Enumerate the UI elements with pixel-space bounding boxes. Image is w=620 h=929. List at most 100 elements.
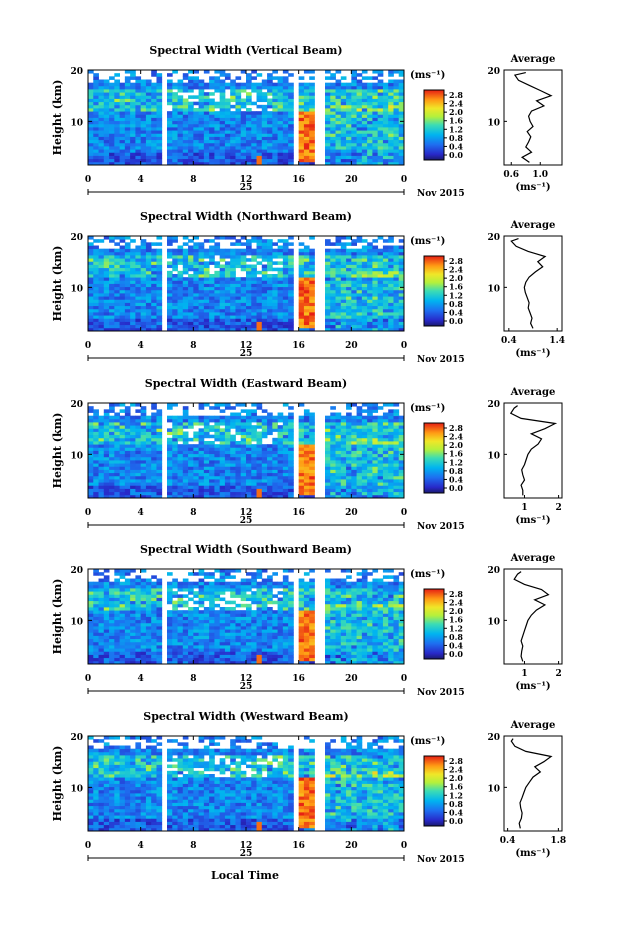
heatmap-cell [135,255,142,259]
heatmap-cell [288,482,294,486]
heatmap-cell [251,267,257,272]
heatmap-cell [351,114,357,118]
heatmap-cell [325,482,331,486]
heatmap-cell [109,450,115,455]
heatmap-cell [98,422,105,426]
heatmap-cell [367,299,373,303]
heatmap-cell [361,95,368,99]
heatmap-cell [272,130,278,134]
heatmap-cell [388,415,394,420]
heatmap-cell [325,85,331,90]
heatmap-cell [240,453,247,458]
heatmap-cell [393,324,400,329]
heatmap-cell [372,409,379,413]
heatmap-cell [156,302,163,307]
heatmap-cell [188,155,194,160]
heatmap-cell [98,425,105,429]
heatmap-cell [114,415,120,420]
heatmap-cell [209,327,215,332]
heatmap-cell [335,277,342,281]
heatmap-cell [214,146,221,150]
heatmap-cell [151,92,157,96]
heatmap-cell [246,460,252,464]
heatmap-cell [98,127,105,131]
heatmap-cell [230,418,236,423]
heatmap-cell [103,494,110,499]
heatmap-cell [88,245,94,250]
heatmap-cell [251,488,257,493]
heatmap-cell [219,453,226,458]
heatmap-cell [361,92,368,96]
heatmap-cell [377,111,384,115]
heatmap-cell [114,603,120,608]
heatmap-cell [351,488,357,493]
heatmap-cell [198,312,205,316]
heatmap-cell [288,315,294,319]
heatmap-cell [393,258,400,262]
heatmap-cell [356,431,363,436]
heatmap-cell [372,450,379,455]
heatmap-cell [330,127,336,131]
heatmap-cell [377,89,384,93]
heatmap-cell [346,95,352,99]
heatmap-cell [272,85,278,90]
heatmap-cell [219,92,226,96]
heatmap-cell [398,136,405,141]
heatmap-cell [124,613,131,617]
heatmap-cell [109,648,115,652]
heatmap-cell [214,456,221,461]
heatmap-cell [382,441,389,445]
heatmap-cell [382,450,389,455]
heatmap-cell [298,89,305,93]
heatmap-cell [298,123,305,128]
heatmap-cell [119,108,126,112]
heatmap-cell [298,267,305,272]
heatmap-cell [398,283,405,288]
heatmap-cell [351,318,357,322]
heatmap-cell [130,270,136,275]
heatmap-cell [167,450,173,455]
heatmap-cell [98,305,105,310]
heatmap-cell [309,158,315,163]
heatmap-cell [172,146,178,150]
heatmap-cell [398,123,405,128]
heatmap-cell [346,485,352,489]
heatmap-cell [177,450,184,455]
heatmap-cell [325,101,331,106]
heatmap-cell [167,293,173,297]
heatmap-cell [114,89,120,93]
heatmap-cell [135,123,142,128]
heatmap-cell [298,270,305,275]
heatmap-cell [98,613,105,617]
heatmap-cell [335,315,342,319]
heatmap-cell [219,274,226,278]
heatmap-cell [151,127,157,131]
heatmap-cell [372,327,379,332]
heatmap-cell [172,321,178,326]
heatmap-cell [398,92,405,96]
heatmap-cell [219,324,226,329]
heatmap-cell [114,629,120,633]
heatmap-cell [135,463,142,467]
heatmap-cell [240,434,247,439]
heatmap-cell [346,296,352,300]
heatmap-cell [88,409,94,413]
heatmap-cell [124,280,131,284]
heatmap-cell [145,437,152,442]
heatmap-cell [251,82,257,87]
heatmap-cell [151,412,157,417]
heatmap-cell [367,431,373,436]
heatmap-cell [303,482,310,486]
heatmap-cell [103,412,110,417]
heatmap-cell [330,139,336,144]
heatmap-cell [177,475,184,480]
heatmap-cell [224,161,231,166]
heatmap-cell [267,428,273,432]
heatmap-cell [303,277,310,281]
heatmap-cell [277,123,284,128]
heatmap-cell [325,123,331,128]
heatmap-cell [172,494,178,499]
heatmap-cell [372,248,379,253]
heatmap-cell [135,491,142,496]
heatmap-cell [114,613,120,617]
